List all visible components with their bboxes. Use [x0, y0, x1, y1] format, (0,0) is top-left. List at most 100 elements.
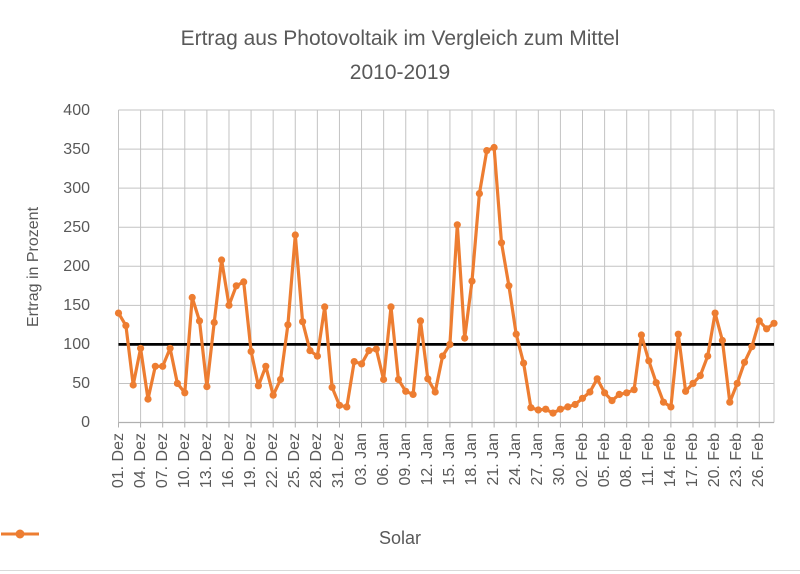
solar-data-point — [122, 322, 130, 330]
x-tick-label: 10. Dez — [175, 432, 193, 488]
solar-data-point — [586, 388, 594, 396]
solar-data-point — [299, 318, 307, 326]
solar-data-point — [601, 389, 609, 397]
solar-data-point — [733, 379, 741, 387]
solar-data-point — [483, 147, 491, 155]
solar-data-point — [431, 388, 439, 396]
solar-data-point — [372, 345, 380, 353]
x-tick-label: 08. Feb — [617, 432, 635, 487]
solar-data-point — [637, 331, 646, 339]
solar-data-point — [615, 390, 623, 398]
solar-data-point — [144, 395, 152, 403]
legend: Solar — [0, 528, 800, 549]
y-tick-label: 400 — [63, 101, 90, 119]
solar-data-point — [394, 375, 402, 384]
y-tick-label: 150 — [63, 296, 90, 314]
x-tick-label: 31. Dez — [330, 432, 348, 488]
solar-data-point — [254, 382, 262, 390]
solar-data-point — [505, 282, 513, 290]
x-tick-label: 19. Dez — [242, 432, 260, 488]
solar-data-point — [343, 403, 351, 411]
solar-data-point — [439, 352, 447, 360]
solar-data-point — [262, 362, 270, 370]
chart-title: Ertrag aus Photovoltaik im Vergleich zum… — [0, 22, 800, 90]
solar-data-point — [240, 278, 248, 286]
solar-data-point — [380, 375, 388, 384]
chart-bottom-border — [0, 570, 800, 571]
x-tick-label: 26. Feb — [750, 432, 768, 487]
solar-data-point — [667, 403, 675, 411]
x-tick-label: 01. Dez — [109, 432, 127, 488]
solar-data-point — [527, 404, 535, 412]
solar-data-point — [770, 319, 778, 327]
solar-data-point — [321, 303, 329, 311]
solar-series-line — [116, 145, 776, 415]
solar-data-point — [520, 359, 528, 367]
solar-data-point — [755, 317, 763, 325]
solar-data-point — [763, 325, 771, 333]
solar-data-point — [335, 401, 344, 409]
solar-data-point — [446, 340, 454, 348]
y-tick-label: 0 — [81, 414, 90, 431]
x-tick-label: 17. Feb — [683, 432, 701, 487]
solar-data-point — [181, 389, 189, 397]
solar-data-point — [674, 330, 682, 338]
y-tick-label: 100 — [63, 335, 90, 353]
solar-data-point — [453, 221, 461, 229]
x-tick-label: 21. Jan — [485, 432, 503, 485]
x-tick-label: 28. Dez — [308, 432, 326, 488]
solar-data-point — [247, 347, 255, 355]
solar-data-point — [652, 379, 660, 387]
x-tick-label: 12. Jan — [418, 432, 436, 485]
x-tick-label: 18. Jan — [463, 432, 481, 485]
solar-data-point — [542, 405, 550, 413]
solar-data-point — [276, 375, 285, 384]
solar-data-point — [358, 360, 366, 368]
solar-data-point — [512, 330, 520, 338]
solar-data-point — [350, 358, 358, 366]
x-tick-label: 06. Jan — [374, 432, 392, 485]
solar-data-point — [534, 406, 542, 414]
solar-data-point — [549, 409, 557, 417]
y-tick-label: 250 — [63, 218, 90, 236]
x-tick-label: 03. Jan — [352, 432, 370, 485]
x-tick-label: 05. Feb — [595, 432, 613, 487]
x-tick-label: 11. Feb — [639, 432, 657, 486]
solar-data-point — [232, 282, 240, 290]
x-tick-label: 09. Jan — [396, 432, 414, 485]
x-tick-label: 20. Feb — [706, 432, 724, 487]
solar-data-point — [497, 239, 506, 247]
x-tick-label: 07. Dez — [153, 432, 171, 488]
x-tick-label: 25. Dez — [286, 432, 304, 488]
solar-data-point — [269, 391, 277, 399]
solar-data-point — [623, 389, 631, 397]
x-tick-label: 22. Dez — [264, 432, 282, 488]
solar-data-point — [291, 231, 299, 239]
solar-data-point — [137, 344, 145, 352]
solar-data-point — [188, 293, 196, 302]
solar-data-point — [151, 362, 159, 370]
solar-data-point — [682, 387, 690, 395]
solar-data-point — [740, 358, 749, 366]
solar-data-point — [173, 379, 181, 387]
solar-data-point — [166, 344, 174, 352]
solar-data-point — [409, 390, 417, 398]
solar-data-point — [689, 379, 697, 387]
solar-data-point — [645, 357, 653, 365]
solar-data-point — [114, 309, 123, 317]
solar-data-point — [365, 347, 373, 355]
solar-data-point — [159, 362, 167, 370]
solar-data-point — [129, 381, 137, 389]
solar-data-point — [490, 143, 498, 152]
solar-data-point — [402, 387, 410, 395]
solar-data-point — [328, 383, 336, 391]
x-tick-label: 13. Dez — [197, 432, 215, 488]
y-tick-label: 200 — [63, 257, 90, 275]
x-tick-label: 30. Jan — [551, 432, 569, 485]
y-tick-label: 300 — [63, 179, 90, 197]
solar-data-point — [593, 375, 601, 383]
solar-data-point — [630, 386, 638, 394]
solar-data-point — [711, 309, 719, 317]
solar-data-point — [564, 403, 572, 411]
y-tick-label: 50 — [72, 374, 90, 392]
